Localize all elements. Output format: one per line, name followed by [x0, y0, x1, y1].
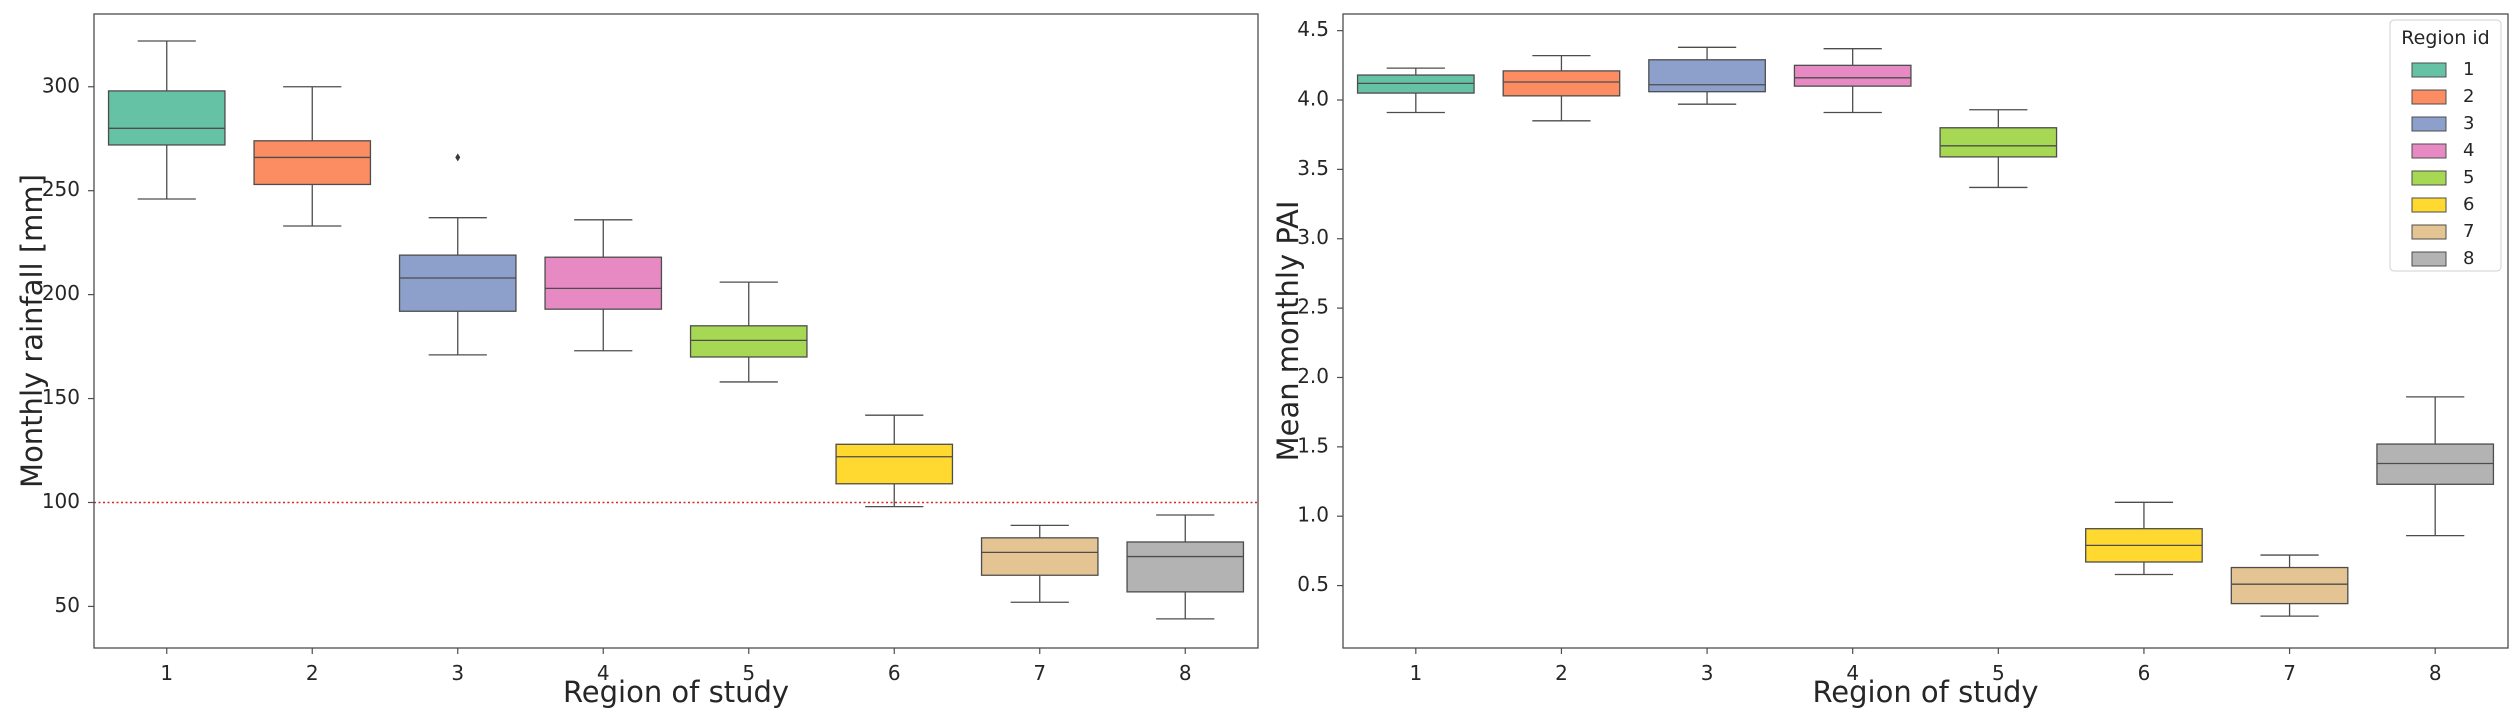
- y-tick-label: 4.0: [1297, 87, 1329, 111]
- rainfall-boxplot-panel: 50 100 150 200 250 300 1 2 3 4 5 6 7 8 Region of stu…: [15, 13, 1259, 709]
- rainfall-y-ticks: 50 100 150 200 250 300: [42, 73, 94, 617]
- legend-label: 7: [2463, 221, 2474, 242]
- rainfall-y-axis-label: Monthly rainfall [mm]: [15, 174, 49, 488]
- box-iqr: [107, 90, 226, 146]
- x-tick-label: 4: [597, 661, 610, 685]
- box-iqr: [2230, 566, 2349, 605]
- x-tick-label: 1: [160, 661, 173, 685]
- legend-swatch: [2411, 197, 2447, 213]
- y-tick-label: 50: [55, 593, 80, 617]
- legend-swatch: [2411, 251, 2447, 267]
- box-region-5: [1939, 109, 2058, 189]
- box-region-8: [2376, 396, 2495, 537]
- x-tick-label: 7: [2283, 661, 2296, 685]
- legend-label: 6: [2463, 194, 2474, 215]
- box-region-8: [1126, 514, 1245, 620]
- y-tick-label: 1.5: [1297, 433, 1329, 457]
- x-tick-label: 6: [2138, 661, 2151, 685]
- box-iqr: [980, 537, 1099, 576]
- x-tick-label: 3: [451, 661, 464, 685]
- box-iqr: [1126, 541, 1245, 593]
- x-tick-label: 2: [306, 661, 319, 685]
- rainfall-x-axis-label: Region of study: [563, 675, 789, 709]
- legend: Region id 1 2 3 4 5 6 7 8: [2389, 19, 2502, 272]
- box-region-5: [689, 281, 808, 383]
- legend-label: 5: [2463, 167, 2474, 188]
- y-tick-label: 3.0: [1297, 225, 1329, 249]
- x-tick-label: 7: [1033, 661, 1046, 685]
- y-tick-label: 2.5: [1297, 295, 1329, 319]
- box-region-2: [1502, 54, 1621, 122]
- box-region-2: [253, 86, 372, 227]
- box-iqr: [1648, 59, 1766, 93]
- x-tick-label: 5: [1992, 661, 2005, 685]
- pai-boxplot-panel: 0.5 1.0 1.5 2.0 2.5 3.0 3.5 4.0 4.5 1 2 3 4 5 6 7 8 Reg…: [1271, 13, 2509, 709]
- y-tick-label: 3.5: [1297, 156, 1329, 180]
- x-tick-label: 5: [742, 661, 755, 685]
- legend-swatch: [2411, 224, 2447, 240]
- pai-plot-frame: [1342, 13, 2509, 649]
- outlier-point: [455, 153, 461, 162]
- y-tick-label: 150: [42, 385, 80, 409]
- legend-label: 4: [2463, 140, 2474, 161]
- box-iqr: [1356, 74, 1475, 94]
- box-region-1: [107, 40, 226, 200]
- pai-boxes: [1356, 46, 2495, 617]
- rainfall-boxes: [94, 40, 1258, 620]
- box-iqr: [1793, 64, 1912, 87]
- box-region-1: [1356, 67, 1475, 114]
- legend-label: 3: [2463, 113, 2474, 134]
- y-tick-label: 0.5: [1297, 572, 1329, 596]
- y-tick-label: 200: [42, 281, 80, 305]
- pai-y-ticks: 0.5 1.0 1.5 2.0 2.5 3.0 3.5 4.0 4.5: [1297, 17, 1343, 596]
- x-tick-label: 1: [1409, 661, 1422, 685]
- y-tick-label: 4.5: [1297, 17, 1329, 41]
- box-iqr: [689, 325, 808, 358]
- box-iqr: [544, 256, 663, 310]
- box-region-3: [398, 153, 517, 356]
- y-tick-label: 2.0: [1297, 364, 1329, 388]
- box-iqr: [398, 254, 517, 312]
- x-tick-label: 2: [1555, 661, 1568, 685]
- box-iqr: [835, 443, 954, 485]
- box-iqr: [253, 140, 372, 186]
- legend-swatch: [2411, 62, 2447, 78]
- rainfall-plot-frame: [93, 13, 1259, 649]
- pai-y-axis-label: Mean monthly PAI: [1271, 201, 1305, 462]
- box-region-7: [980, 524, 1099, 603]
- legend-entries: 1 2 3 4 5 6 7 8: [2411, 59, 2474, 269]
- box-region-6: [835, 414, 954, 508]
- legend-swatch: [2411, 116, 2447, 132]
- pai-x-axis-label: Region of study: [1812, 675, 2038, 709]
- legend-swatch: [2411, 143, 2447, 159]
- y-tick-label: 1.0: [1297, 503, 1329, 527]
- legend-label: 8: [2463, 248, 2474, 269]
- x-tick-label: 3: [1701, 661, 1714, 685]
- box-iqr: [1502, 70, 1621, 97]
- box-iqr: [1939, 127, 2058, 158]
- box-region-4: [1793, 48, 1912, 114]
- box-region-4: [544, 219, 663, 352]
- box-region-6: [2085, 501, 2203, 576]
- x-tick-label: 8: [1179, 661, 1192, 685]
- box-region-3: [1648, 46, 1766, 105]
- box-iqr: [2376, 443, 2495, 485]
- y-tick-label: 100: [42, 489, 80, 513]
- legend-label: 2: [2463, 86, 2474, 107]
- rainfall-x-ticks: 1 2 3 4 5 6 7 8: [160, 648, 1192, 685]
- y-tick-label: 300: [42, 73, 80, 97]
- legend-swatch: [2411, 170, 2447, 186]
- x-tick-label: 8: [2429, 661, 2442, 685]
- legend-title: Region id: [2401, 27, 2489, 49]
- x-tick-label: 6: [888, 661, 901, 685]
- legend-swatch: [2411, 89, 2447, 105]
- y-tick-label: 250: [42, 177, 80, 201]
- x-tick-label: 4: [1846, 661, 1859, 685]
- box-region-7: [2230, 554, 2349, 617]
- pai-x-ticks: 1 2 3 4 5 6 7 8: [1409, 648, 2442, 685]
- legend-label: 1: [2463, 59, 2474, 80]
